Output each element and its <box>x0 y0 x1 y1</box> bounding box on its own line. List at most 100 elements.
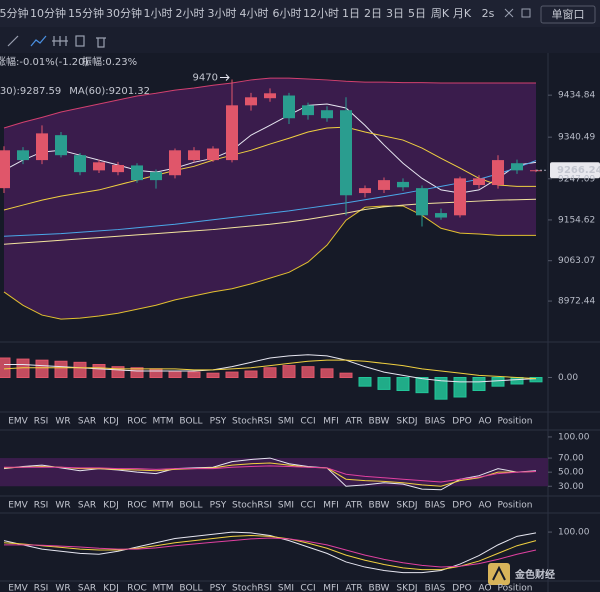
interval-tab[interactable]: 10分钟 <box>30 6 66 20</box>
indicator-tab[interactable]: SAR <box>78 584 96 592</box>
histogram-bar <box>301 366 315 378</box>
candle-body <box>150 172 162 181</box>
y-tick-label: 9154.62 <box>558 215 595 225</box>
peak-arrow <box>220 74 230 81</box>
indicator-tab[interactable]: SMI <box>278 417 294 427</box>
indicator-tab[interactable]: KDJ <box>103 501 119 511</box>
indicator-tab[interactable]: BIAS <box>425 417 446 427</box>
indicator-tab[interactable]: ATR <box>345 501 362 511</box>
interval-tab[interactable]: 5分钟 <box>0 6 29 20</box>
interval-tab[interactable]: 5日 <box>408 7 426 20</box>
candle-body <box>435 213 447 218</box>
indicator-tab[interactable]: SAR <box>78 417 96 427</box>
indicator-tab[interactable]: WR <box>55 501 70 511</box>
window-mode-box[interactable] <box>540 5 596 24</box>
candle-body <box>473 178 485 186</box>
indicator-tab[interactable]: BBW <box>369 417 390 427</box>
indicator-tab[interactable]: CCI <box>300 584 315 592</box>
indicator-tab[interactable]: MTM <box>152 584 173 592</box>
candle-body <box>264 93 276 99</box>
indicator-tab[interactable]: BOLL <box>179 584 202 592</box>
indicator-tab[interactable]: SKDJ <box>396 501 417 511</box>
indicator-tab[interactable]: ROC <box>127 501 147 511</box>
candle-body <box>112 164 124 173</box>
indicator-tab[interactable]: BIAS <box>425 584 446 592</box>
watermark-logo <box>488 563 510 585</box>
band-fill <box>0 458 548 487</box>
indicator-tab[interactable]: DPO <box>452 501 471 511</box>
indicator-tab[interactable]: RSI <box>34 417 49 427</box>
indicator-line <box>3 126 536 211</box>
indicator-tab[interactable]: StochRSI <box>232 417 272 427</box>
indicator-tab[interactable]: WR <box>55 417 70 427</box>
candle-body <box>188 150 200 161</box>
interval-tab[interactable]: 1小时 <box>144 7 173 20</box>
drawing-tools[interactable] <box>7 35 106 48</box>
indicator-tab[interactable]: SAR <box>78 501 96 511</box>
indicator-tab[interactable]: MTM <box>152 417 173 427</box>
indicator-tab[interactable]: StochRSI <box>232 584 272 592</box>
indicator-tab[interactable]: CCI <box>300 501 315 511</box>
indicator-tab[interactable]: StochRSI <box>232 501 272 511</box>
indicator-tab[interactable]: SMI <box>278 584 294 592</box>
indicator-tab[interactable]: DPO <box>452 417 471 427</box>
interval-tab[interactable]: 3小时 <box>208 7 237 20</box>
indicator-tab[interactable]: MFI <box>323 501 339 511</box>
indicator-tab[interactable]: EMV <box>8 584 28 592</box>
indicator-tab[interactable]: ROC <box>127 417 147 427</box>
indicator-tab[interactable]: AO <box>478 584 491 592</box>
interval-tab[interactable]: 6小时 <box>273 7 302 20</box>
interval-tab[interactable]: 15分钟 <box>68 6 104 20</box>
indicator-tab[interactable]: RSI <box>34 501 49 511</box>
indicator-tab[interactable]: SMI <box>278 501 294 511</box>
indicator-tab[interactable]: SKDJ <box>396 417 417 427</box>
toolbar-icons[interactable] <box>504 8 531 18</box>
indicator-tab[interactable]: KDJ <box>103 584 119 592</box>
indicator-tab[interactable]: AO <box>478 417 491 427</box>
refresh-rate[interactable]: 2s <box>482 7 495 20</box>
indicator-tab[interactable]: PSY <box>210 417 227 427</box>
indicator-tab[interactable]: MTM <box>152 501 173 511</box>
interval-tab[interactable]: 月K <box>453 7 472 20</box>
indicator-tab[interactable]: ROC <box>127 584 147 592</box>
indicator-tab[interactable]: BOLL <box>179 417 202 427</box>
indicator-tab[interactable]: BOLL <box>179 501 202 511</box>
candle-body <box>340 110 352 196</box>
histogram-bar <box>244 370 258 378</box>
interval-tab[interactable]: 2小时 <box>176 7 205 20</box>
indicator-tab[interactable]: EMV <box>8 417 28 427</box>
indicator-tab[interactable]: WR <box>55 584 70 592</box>
indicator-tab[interactable]: DPO <box>452 584 471 592</box>
interval-tab[interactable]: 30分钟 <box>106 6 142 20</box>
indicator-tab[interactable]: Position <box>497 584 532 592</box>
interval-tab[interactable]: 1日 <box>342 7 360 20</box>
candle-body <box>397 181 409 188</box>
candle-body <box>302 105 314 116</box>
window-mode[interactable]: 单窗口 <box>552 7 585 21</box>
indicator-tab[interactable]: MFI <box>323 584 339 592</box>
interval-tab[interactable]: 2日 <box>364 7 382 20</box>
interval-tab[interactable]: 12小时 <box>303 7 339 20</box>
indicator-tab[interactable]: KDJ <box>103 417 119 427</box>
candle-body <box>378 180 390 190</box>
indicator-tab[interactable]: Position <box>497 501 532 511</box>
interval-tab[interactable]: 3日 <box>386 7 404 20</box>
indicator-tab[interactable]: PSY <box>210 584 227 592</box>
indicator-tab[interactable]: BBW <box>369 584 390 592</box>
indicator-tab[interactable]: RSI <box>34 584 49 592</box>
indicator-tab[interactable]: BBW <box>369 501 390 511</box>
indicator-tab[interactable]: AO <box>478 501 491 511</box>
indicator-tab[interactable]: Position <box>497 417 532 427</box>
indicator-tab[interactable]: PSY <box>210 501 227 511</box>
indicator-tab[interactable]: SKDJ <box>396 584 417 592</box>
indicator-tab[interactable]: CCI <box>300 417 315 427</box>
indicator-line <box>4 465 537 483</box>
interval-tab[interactable]: 周K <box>431 7 450 20</box>
indicator-tab[interactable]: ATR <box>345 584 362 592</box>
histogram-bar <box>472 377 486 391</box>
indicator-tab[interactable]: BIAS <box>425 501 446 511</box>
indicator-tab[interactable]: MFI <box>323 417 339 427</box>
interval-tab[interactable]: 4小时 <box>240 7 269 20</box>
indicator-tab[interactable]: EMV <box>8 501 28 511</box>
indicator-tab[interactable]: ATR <box>345 417 362 427</box>
